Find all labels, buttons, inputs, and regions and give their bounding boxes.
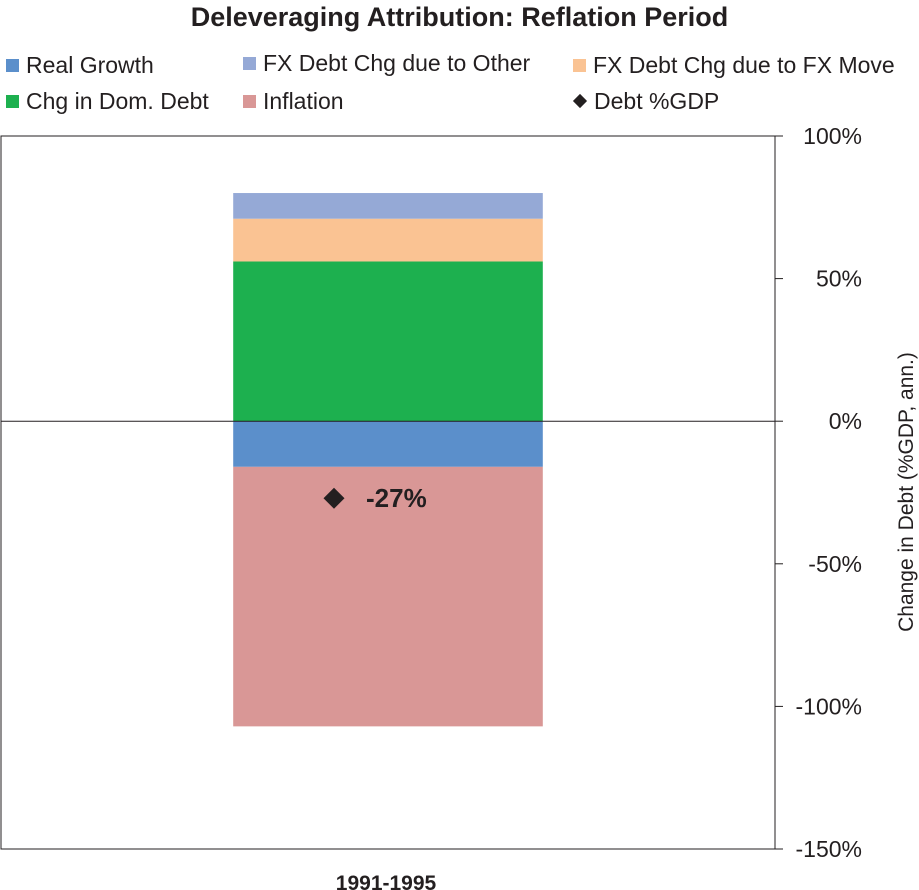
y-tick-label: -150% xyxy=(796,836,862,862)
bar-stack xyxy=(233,193,543,727)
y-tick-label: 100% xyxy=(803,123,862,149)
legend-item-inflation: Inflation xyxy=(243,86,344,116)
legend-label-real-growth: Real Growth xyxy=(26,52,154,78)
legend-label-debt-gdp: Debt %GDP xyxy=(594,88,720,114)
legend-swatch-real-growth xyxy=(6,58,19,72)
legend-item-fx-move: FX Debt Chg due to FX Move xyxy=(573,50,895,80)
legend-label-fx-other: FX Debt Chg due to Other xyxy=(263,50,531,76)
legend-swatch-fx-move xyxy=(573,58,586,72)
y-tick-label: 0% xyxy=(829,408,862,434)
y-tick-label: -100% xyxy=(796,693,862,719)
x-axis: 1991-1995 xyxy=(336,872,437,890)
legend-item-fx-other: FX Debt Chg due to Other xyxy=(243,48,530,78)
bar-fx-debt-chg-due-to-fx-move xyxy=(233,218,543,262)
debt-gdp-marker xyxy=(323,487,345,509)
legend-label-dom-debt: Chg in Dom. Debt xyxy=(26,88,209,114)
legend-label-inflation: Inflation xyxy=(263,88,344,114)
legend-swatch-dom-debt xyxy=(6,94,19,108)
y-tick-label: 50% xyxy=(816,266,862,292)
x-tick-label: 1991-1995 xyxy=(336,872,437,890)
legend: Real Growth FX Debt Chg due to Other FX … xyxy=(0,48,919,120)
debt-gdp-label: -27% xyxy=(366,483,427,513)
debt-gdp-markers: -27% xyxy=(323,483,427,513)
y-axis-title: Change in Debt (%GDP, ann.) xyxy=(895,352,918,632)
bar-inflation xyxy=(233,466,543,727)
legend-swatch-inflation xyxy=(243,94,256,108)
chart-title: Deleveraging Attribution: Reflation Peri… xyxy=(190,2,729,32)
bar-fx-debt-chg-due-to-other xyxy=(233,193,543,219)
legend-swatch-fx-other xyxy=(243,56,256,70)
y-tick-label: -50% xyxy=(808,551,862,577)
legend-item-dom-debt: Chg in Dom. Debt xyxy=(6,86,209,116)
bar-chg-in-dom-debt xyxy=(233,261,543,422)
plot-frame xyxy=(0,135,776,850)
legend-item-debt-gdp: Debt %GDP xyxy=(572,86,720,116)
bar-real-growth xyxy=(233,421,543,467)
y-axis: 100% 50% 0% -50% -100% -150% xyxy=(775,123,862,862)
legend-label-fx-move: FX Debt Chg due to FX Move xyxy=(593,52,895,78)
legend-item-real-growth: Real Growth xyxy=(6,50,154,80)
